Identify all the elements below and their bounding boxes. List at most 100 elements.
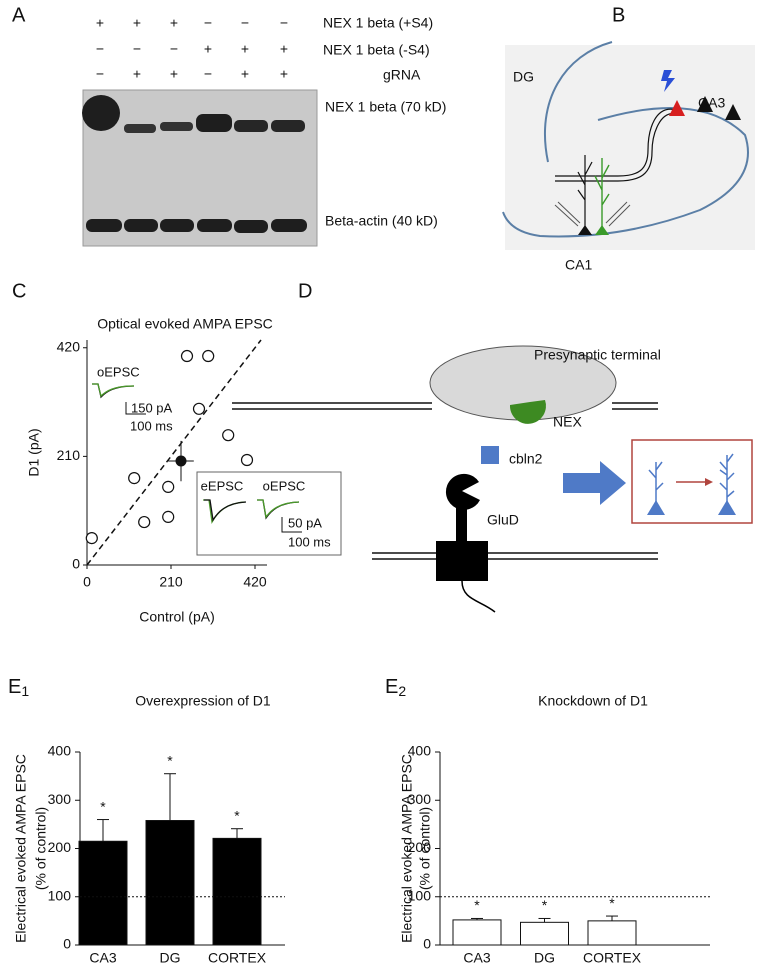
- significance-label: *: [609, 895, 615, 911]
- chart-title: Knockdown of D1: [538, 693, 648, 709]
- dg-layer: [543, 41, 613, 163]
- bar: [452, 919, 502, 946]
- band: [234, 220, 268, 233]
- data-point: [128, 472, 141, 485]
- band: [82, 95, 120, 131]
- membrane: [232, 402, 658, 410]
- structure-label: NEX: [553, 414, 582, 430]
- sign: −: [170, 41, 178, 57]
- scale-label: 100 ms: [130, 418, 173, 433]
- x-tick-label: CA3: [463, 950, 490, 966]
- data-point: [162, 480, 175, 493]
- axon: [555, 108, 678, 177]
- y-tick-label: 200: [408, 839, 432, 855]
- band: [271, 120, 305, 132]
- x-tick-label: 420: [243, 574, 267, 590]
- structure-label: GluD: [487, 512, 519, 528]
- panel-label: C: [12, 280, 26, 302]
- bar: [587, 920, 637, 946]
- band: [124, 219, 158, 232]
- western-blot: [82, 89, 318, 247]
- scale-bar: [125, 402, 146, 415]
- axon: [555, 113, 678, 182]
- light-stimulus: [661, 70, 675, 92]
- hippocampus-diagram: [502, 41, 755, 250]
- neuron-soma: [595, 225, 609, 235]
- sign: −: [96, 66, 104, 82]
- x-tick-label: CORTEX: [583, 950, 642, 966]
- bar: [78, 840, 128, 946]
- sign: +: [96, 15, 104, 31]
- x-tick-label: CORTEX: [208, 950, 267, 966]
- row-label: NEX 1 beta (-S4): [323, 42, 430, 58]
- y-tick-label: 300: [48, 791, 72, 807]
- sign: −: [96, 41, 104, 57]
- panel-label: A: [12, 4, 26, 26]
- data-point: [180, 349, 194, 363]
- panel-label: B: [612, 4, 625, 26]
- sign: +: [204, 41, 212, 57]
- x-tick-label: DG: [534, 950, 555, 966]
- synapse-diagram: [232, 345, 753, 613]
- structure-label: Presynaptic terminal: [534, 347, 661, 363]
- nex-protein: [509, 400, 546, 424]
- data-point: [138, 515, 151, 529]
- data-point: [162, 510, 175, 523]
- y-tick-label: 200: [48, 839, 72, 855]
- chart-title: Overexpression of D1: [135, 693, 271, 709]
- sign: −: [280, 15, 288, 31]
- scale-label: 50 pA: [288, 515, 322, 530]
- panel-letter: E: [8, 676, 21, 698]
- sign: +: [133, 66, 141, 82]
- x-tick-label: 0: [83, 574, 91, 590]
- trace: [204, 499, 247, 522]
- outcome-box: [631, 439, 753, 524]
- neuron-soma: [578, 225, 592, 235]
- identity-line: [86, 339, 262, 566]
- inset-label: eEPSC: [201, 478, 244, 493]
- significance-label: *: [100, 798, 106, 814]
- significance-label: *: [474, 897, 480, 913]
- neuron-soma: [718, 500, 736, 515]
- x-tick-label: DG: [160, 950, 181, 966]
- band: [196, 114, 232, 132]
- y-axis-label: (% of control): [417, 807, 433, 890]
- region-label: CA3: [698, 95, 725, 111]
- sign: −: [133, 41, 141, 57]
- band-label: Beta-actin (40 kD): [325, 213, 438, 229]
- diagram-background: [505, 45, 755, 250]
- trace: [92, 383, 135, 398]
- panel-index: 2: [398, 683, 406, 699]
- x-axis-label: Control (pA): [139, 609, 214, 625]
- y-tick-label: 420: [57, 338, 81, 354]
- sign: +: [170, 15, 178, 31]
- y-tick-label: 400: [48, 743, 72, 759]
- significance-label: *: [167, 752, 173, 768]
- row-label: NEX 1 beta (+S4): [323, 15, 433, 31]
- scale-label: 150 pA: [131, 400, 173, 415]
- neuron-soma: [647, 500, 665, 515]
- neuron-soma: [669, 100, 685, 116]
- data-point: [192, 402, 206, 415]
- mean-point: [175, 455, 187, 467]
- y-tick-label: 0: [63, 936, 71, 952]
- bar: [145, 820, 195, 946]
- scale-bar: [281, 517, 302, 533]
- significance-label: *: [542, 897, 548, 913]
- sign: +: [280, 66, 288, 82]
- band: [234, 120, 268, 132]
- membrane: [372, 552, 658, 560]
- y-tick-label: 300: [408, 791, 432, 807]
- panel-label: D: [298, 280, 312, 302]
- bar: [212, 837, 262, 946]
- band: [124, 124, 156, 133]
- region-label: CA1: [565, 257, 592, 273]
- y-tick-label: 100: [48, 887, 72, 903]
- band: [271, 219, 307, 232]
- band: [160, 122, 193, 131]
- y-axis-label: (% of control): [33, 807, 49, 890]
- y-axis-label: Electrical evoked AMPA EPSC: [399, 754, 415, 943]
- chart: Optical evoked AMPA EPSC 0 210 420 0 210 420 Co…: [26, 316, 342, 625]
- sign: +: [241, 41, 249, 57]
